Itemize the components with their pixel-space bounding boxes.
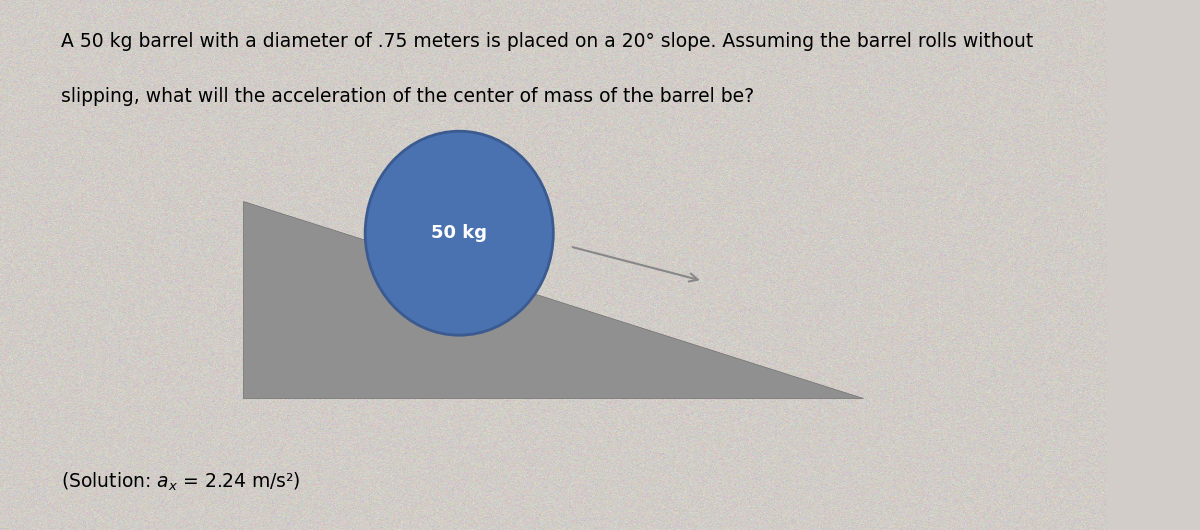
Text: (Solution: $a_x$ = 2.24 m/s²): (Solution: $a_x$ = 2.24 m/s²) bbox=[61, 471, 300, 493]
Text: 50 kg: 50 kg bbox=[431, 224, 487, 242]
Ellipse shape bbox=[365, 131, 553, 335]
Text: slipping, what will the acceleration of the center of mass of the barrel be?: slipping, what will the acceleration of … bbox=[61, 87, 754, 107]
Polygon shape bbox=[244, 201, 863, 398]
Text: A 50 kg barrel with a diameter of .75 meters is placed on a 20° slope. Assuming : A 50 kg barrel with a diameter of .75 me… bbox=[61, 32, 1033, 51]
